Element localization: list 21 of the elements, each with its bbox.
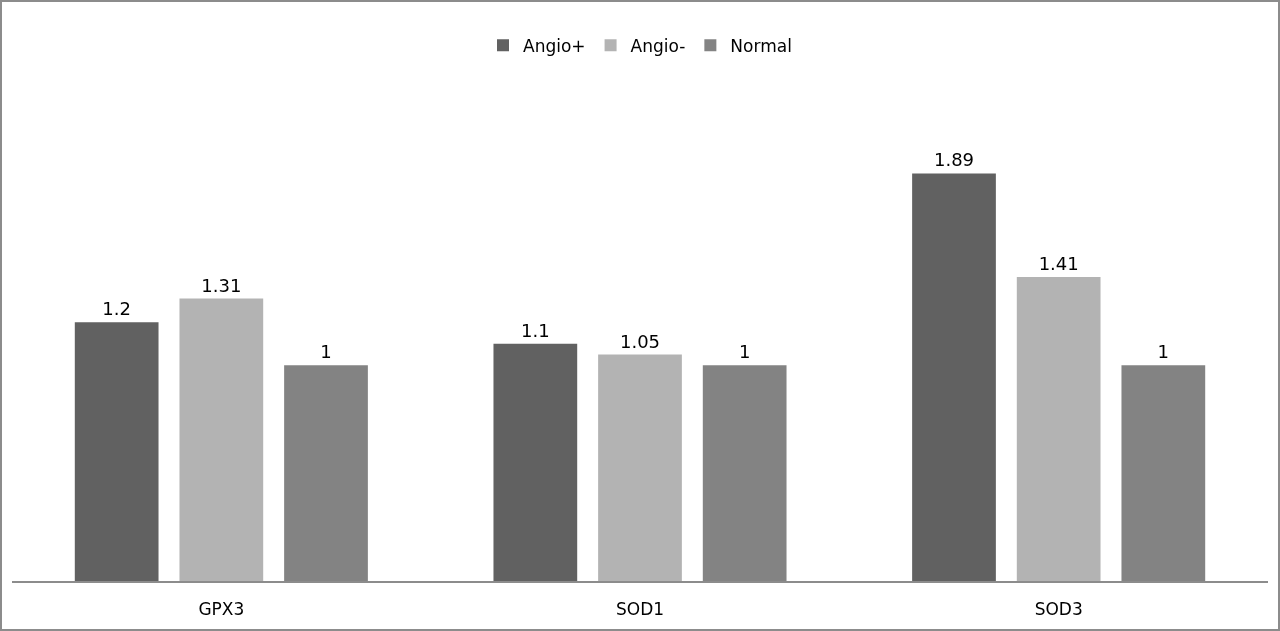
legend-label: Angio+	[523, 35, 586, 56]
x-tick-label: SOD3	[1034, 599, 1083, 620]
data-label: 1.2	[102, 298, 131, 320]
data-label: 1.31	[201, 274, 242, 296]
data-label: 1	[1157, 341, 1170, 363]
data-label: 1	[738, 341, 751, 363]
x-tick-label: SOD1	[615, 599, 665, 620]
bar	[493, 343, 578, 581]
bar	[1016, 276, 1101, 581]
data-label: 1.89	[933, 149, 975, 171]
legend-label: Normal	[730, 35, 792, 56]
bar	[912, 173, 996, 581]
data-label: 1.05	[619, 330, 661, 352]
bar	[598, 354, 682, 581]
data-label: 1.41	[1038, 252, 1079, 274]
bar	[74, 322, 159, 581]
bar	[179, 298, 264, 581]
x-tick-label: GPX3	[198, 599, 245, 620]
legend-label: Angio-	[630, 35, 686, 56]
data-label: 1.1	[521, 319, 550, 341]
data-label: 1	[320, 341, 332, 363]
